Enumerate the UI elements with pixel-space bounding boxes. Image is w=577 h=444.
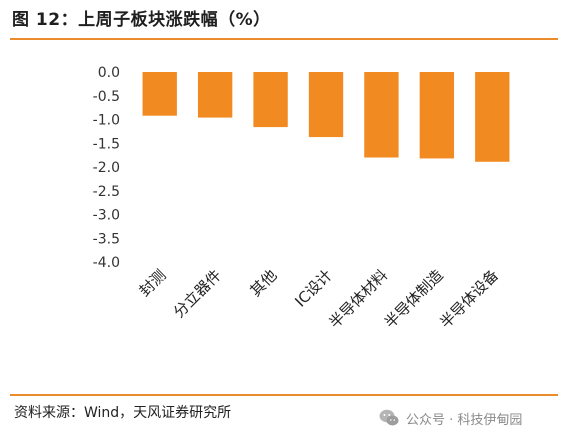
y-tick-label: -1.5 (93, 136, 120, 152)
y-tick-label: -2.5 (93, 184, 120, 200)
x-category-label: 半导体设备 (436, 266, 502, 332)
y-tick-label: 0.0 (98, 65, 120, 81)
bar-chart: 0.0 -0.5 -1.0 -1.5 -2.0 -2.5 -3.0 -3.5 -4.0 封测 分立器… (93, 65, 510, 332)
chart-title: 图 12：上周子板块涨跌幅（%） (12, 10, 271, 30)
wechat-icon (379, 409, 399, 426)
y-tick-label: -0.5 (93, 89, 120, 105)
footer-divider (10, 394, 558, 396)
watermark: 公众号 · 科技伊甸园 (378, 407, 522, 429)
x-category-label: 封测 (136, 266, 170, 300)
bar-4 (364, 72, 399, 158)
y-tick-label: -3.5 (93, 231, 120, 247)
x-category-label: IC设计 (291, 266, 335, 310)
bar-1 (197, 72, 233, 118)
x-category-label: 分立器件 (170, 266, 225, 321)
bar-5 (419, 72, 455, 159)
x-category-label: 其他 (246, 266, 280, 300)
x-category-label: 半导体材料 (325, 266, 391, 332)
y-tick-label: -4.0 (93, 255, 120, 271)
bar-6 (475, 72, 510, 162)
y-tick-label: -1.0 (93, 113, 120, 129)
x-category-label: 半导体制造 (381, 266, 447, 332)
watermark-text: 公众号 · 科技伊甸园 (406, 412, 523, 428)
source-note: 资料来源：Wind，天风证券研究所 (14, 405, 232, 421)
bar-3 (308, 72, 344, 138)
y-tick-label: -3.0 (93, 208, 120, 224)
title-divider (10, 38, 558, 40)
y-tick-label: -2.0 (93, 160, 120, 176)
bar-2 (253, 72, 288, 128)
bar-0 (142, 72, 177, 116)
